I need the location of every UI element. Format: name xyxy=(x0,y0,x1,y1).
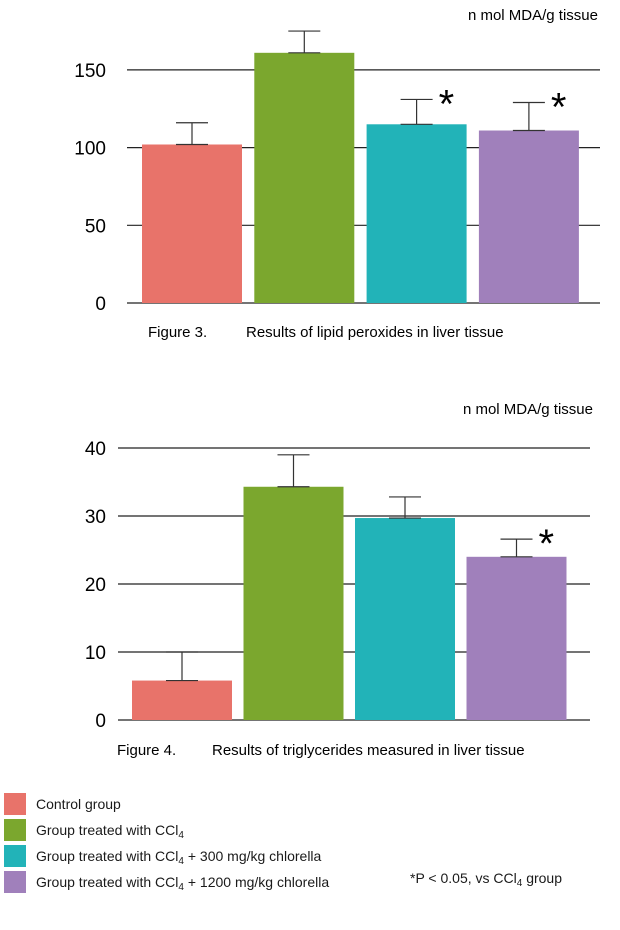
legend-label-ccl4: Group treated with CCl xyxy=(36,822,179,838)
fig3-ytick-label: 100 xyxy=(74,139,106,160)
fig4-ytick-label: 20 xyxy=(85,575,106,596)
fig3-bar-4 xyxy=(478,130,579,303)
fig4-ytick-label: 30 xyxy=(85,507,106,528)
fig3-unit-label: n mol MDA/g tissue xyxy=(468,7,598,24)
figure-3-chart: n mol MDA/g tissue 0 50 100 150 * * Figure 3. Re… xyxy=(74,7,600,341)
fig4-bar-1 xyxy=(132,680,232,720)
fig4-unit-label: n mol MDA/g tissue xyxy=(463,401,593,418)
legend-item-chlorella-300: Group treated with CCl4 + 300 mg/kg chlo… xyxy=(4,844,321,868)
legend-item-chlorella-1200: Group treated with CCl4 + 1200 mg/kg chl… xyxy=(4,870,329,894)
fig3-caption-number: Figure 3. xyxy=(148,324,207,341)
legend-swatch-chlorella-300 xyxy=(4,845,26,867)
fig4-caption-number: Figure 4. xyxy=(117,742,176,759)
footnote-subscript: 4 xyxy=(516,878,523,889)
legend-swatch-control xyxy=(4,793,26,815)
legend-label-chlorella-1200-suffix: + 1200 mg/kg chlorella xyxy=(183,874,330,890)
fig4-ytick-label: 0 xyxy=(95,711,106,732)
legend-swatch-chlorella-1200 xyxy=(4,871,26,893)
fig3-bar-2 xyxy=(254,52,355,303)
fig3-bar-1 xyxy=(142,144,242,303)
legend-label-control: Control group xyxy=(36,796,121,812)
significance-footnote: *P < 0.05, vs CCl4 group xyxy=(410,870,563,889)
fig3-bar-3 xyxy=(366,124,467,304)
fig4-ytick-label: 10 xyxy=(85,643,106,664)
fig4-bar-4 xyxy=(466,556,567,720)
fig3-ytick-label: 150 xyxy=(74,61,106,82)
legend-item-control: Control group xyxy=(4,792,121,816)
figure-4-chart: n mol MDA/g tissue 0 10 20 30 40 * Figure 4. Res… xyxy=(85,401,593,759)
legend-swatch-ccl4 xyxy=(4,819,26,841)
fig4-significance-4: * xyxy=(539,522,555,566)
legend-label-chlorella-300-subscript: 4 xyxy=(178,856,184,867)
fig3-ytick-label: 50 xyxy=(85,216,106,237)
legend-label-chlorella-1200: Group treated with CCl xyxy=(36,874,179,890)
legend-label-chlorella-300: Group treated with CCl xyxy=(36,848,179,864)
fig3-caption-text: Results of lipid peroxides in liver tiss… xyxy=(246,324,504,341)
fig4-bar-2 xyxy=(243,486,344,720)
legend-item-ccl4: Group treated with CCl4 xyxy=(4,818,184,842)
fig4-ytick-label: 40 xyxy=(85,439,106,460)
legend-label-chlorella-300-suffix: + 300 mg/kg chlorella xyxy=(183,848,322,864)
fig3-ytick-label: 0 xyxy=(95,294,106,315)
fig4-caption-text: Results of triglycerides measured in liv… xyxy=(212,742,525,759)
fig4-bar-3 xyxy=(355,518,455,720)
fig3-significance-4: * xyxy=(551,86,567,130)
legend-label-chlorella-1200-subscript: 4 xyxy=(178,882,184,893)
legend-label-ccl4-subscript: 4 xyxy=(178,830,184,841)
fig3-significance-3: * xyxy=(439,82,455,126)
footnote-suffix: group xyxy=(522,870,563,886)
footnote-text: *P < 0.05, vs CCl xyxy=(410,870,517,886)
